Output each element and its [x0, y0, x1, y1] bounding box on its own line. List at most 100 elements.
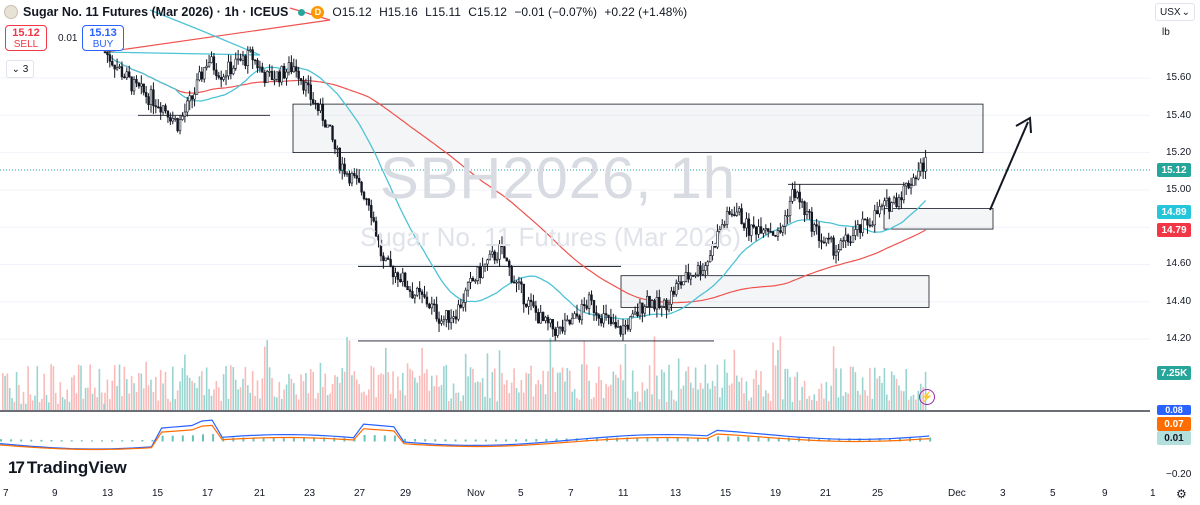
- gear-icon[interactable]: ⚙: [1176, 487, 1187, 501]
- indicators-toggle[interactable]: ⌄ 3: [6, 60, 34, 78]
- candle-down: [595, 312, 598, 316]
- x-axis-tick: 13: [670, 488, 682, 499]
- candle-up: [544, 316, 547, 321]
- candle-down: [658, 297, 661, 308]
- candle-down: [297, 70, 300, 79]
- volume-bar: [554, 392, 557, 410]
- macd-hist-bar: [717, 436, 720, 442]
- volume-bar: [363, 391, 365, 410]
- volume-bar: [360, 392, 363, 410]
- candle-down: [771, 231, 775, 236]
- volume-bar: [583, 340, 586, 410]
- volume-bar: [263, 346, 266, 410]
- volume-bar: [832, 346, 835, 410]
- volume-bar: [673, 399, 675, 410]
- candle-down: [251, 49, 254, 61]
- volume-bar: [844, 392, 847, 410]
- volume-bar: [474, 382, 477, 410]
- tv-mark-icon: 17: [8, 458, 25, 477]
- volume-bar: [208, 388, 210, 410]
- volume-bar: [43, 373, 45, 410]
- unit-label[interactable]: lb: [1162, 27, 1170, 38]
- volume-bar: [498, 350, 501, 410]
- candle-down: [803, 201, 806, 216]
- candle-down: [815, 224, 818, 227]
- candle-up: [880, 205, 884, 208]
- macd-hist-bar: [636, 437, 639, 442]
- volume-bar: [786, 368, 789, 410]
- sell-button[interactable]: 15.12 SELL: [5, 25, 47, 51]
- volume-bar: [624, 344, 627, 410]
- macd-hist-bar: [272, 437, 275, 442]
- candle-down: [585, 305, 588, 309]
- candle-up: [924, 157, 927, 172]
- candle-up: [457, 304, 460, 320]
- volume-bar: [682, 385, 685, 410]
- volume-bar: [861, 377, 864, 410]
- buy-button[interactable]: 15.13 BUY: [82, 25, 124, 51]
- candle-down: [307, 82, 310, 86]
- candle-up: [704, 265, 707, 271]
- volume-bar: [222, 374, 225, 410]
- candle-down: [907, 182, 910, 189]
- volume-bar: [210, 395, 213, 410]
- candle-up: [210, 56, 213, 63]
- volume-bar: [680, 388, 682, 410]
- volume-bar: [883, 368, 886, 410]
- volume-bar: [237, 389, 239, 410]
- volume-bar: [438, 386, 440, 410]
- candle-up: [181, 115, 184, 120]
- candle-down: [428, 303, 431, 309]
- volume-bar: [389, 393, 392, 410]
- volume-bar: [818, 388, 820, 410]
- lightning-icon[interactable]: ⚡: [919, 389, 935, 405]
- volume-bar: [748, 400, 750, 410]
- volume-bar: [556, 372, 559, 410]
- volume-bar: [256, 380, 259, 410]
- macd-hist-bar: [333, 437, 336, 442]
- x-axis-tick: 15: [720, 488, 732, 499]
- candle-down: [217, 75, 220, 78]
- symbol-title[interactable]: Sugar No. 11 Futures (Mar 2026) · 1h · I…: [23, 5, 289, 19]
- candle-up: [234, 58, 237, 69]
- candle-down: [425, 296, 429, 305]
- candle-down: [846, 234, 850, 243]
- candle-down: [239, 58, 242, 61]
- macd-hist-bar: [80, 440, 83, 442]
- macd-line-label: 0.08: [1157, 405, 1191, 415]
- volume-bar: [675, 401, 678, 410]
- candle-up: [118, 66, 121, 68]
- candle-up: [304, 82, 308, 91]
- currency-select[interactable]: USX ⌄: [1155, 3, 1195, 21]
- volume-bar: [755, 370, 757, 410]
- candle-down: [106, 51, 109, 56]
- last-price-label: 15.12: [1157, 163, 1191, 177]
- macd-hist-bar: [292, 437, 295, 442]
- macd-hist-bar: [757, 437, 760, 442]
- volume-bar: [455, 392, 457, 410]
- candle-down: [478, 266, 482, 279]
- macd-hist-bar: [535, 439, 538, 442]
- volume-bar: [380, 373, 382, 410]
- volume-bar: [145, 361, 147, 410]
- x-axis-tick: 17: [202, 488, 214, 499]
- candle-down: [888, 197, 891, 212]
- volume-bar: [796, 372, 799, 410]
- volume-bar: [646, 388, 649, 410]
- volume-bar: [641, 382, 644, 410]
- candle-up: [624, 324, 627, 327]
- candle-up: [232, 67, 235, 75]
- candle-up: [701, 270, 705, 275]
- volume-bar: [719, 397, 721, 410]
- volume-bar: [704, 364, 707, 410]
- volume-bar: [726, 372, 728, 410]
- candle-up: [689, 275, 692, 280]
- volume-bar: [297, 399, 300, 410]
- candle-up: [224, 75, 228, 78]
- macd-hist-bar: [767, 437, 770, 442]
- candle-down: [522, 283, 525, 305]
- macd-hist-bar: [515, 439, 518, 442]
- candle-down: [900, 197, 903, 201]
- candle-down: [159, 106, 162, 113]
